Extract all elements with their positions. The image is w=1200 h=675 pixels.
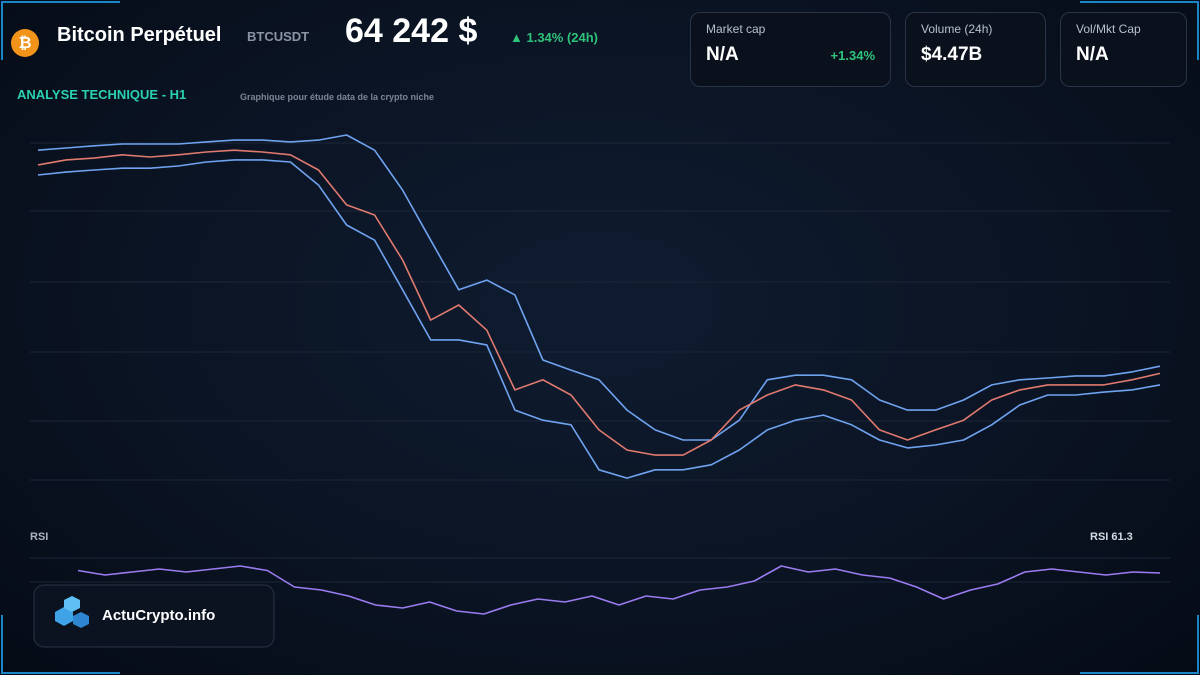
price-change: ▲ 1.34% (24h) — [510, 30, 598, 45]
value-label: RSI 61.3 — [1090, 531, 1133, 543]
stat-card: Vol/Mkt Cap N/A — [1060, 12, 1187, 87]
stat-value: N/A — [1076, 44, 1109, 65]
chart-title: ANALYSE TECHNIQUE - H1 — [17, 87, 186, 102]
svg-text:ActuCrypto.info: ActuCrypto.info — [102, 607, 215, 624]
series-line — [37, 159, 1161, 479]
series-line — [37, 149, 1161, 456]
stat-change: +1.34% — [830, 48, 875, 63]
price: 64 242 $ — [345, 12, 477, 50]
logo-box: ActuCrypto.info — [33, 584, 275, 648]
btc-icon — [11, 29, 39, 57]
stat-card: Volume (24h) $4.47B — [905, 12, 1046, 87]
stat-label: Market cap — [706, 22, 766, 36]
stat-value: N/A — [706, 44, 739, 65]
stat-label: Vol/Mkt Cap — [1076, 22, 1141, 36]
symbol: BTCUSDT — [247, 29, 309, 44]
chart-subtitle: Graphique pour étude data de la crypto n… — [240, 92, 434, 102]
stat-card: Market cap N/A +1.34% — [690, 12, 891, 87]
rsi-title: RSI — [30, 531, 48, 543]
series-line — [77, 565, 1161, 615]
btc-glyph: ₿ — [18, 34, 31, 52]
grid — [30, 142, 1170, 583]
series-line — [37, 134, 1161, 441]
stat-value: $4.47B — [921, 44, 983, 65]
stat-label: Volume (24h) — [921, 22, 993, 36]
title: Bitcoin Perpétuel — [57, 24, 221, 46]
